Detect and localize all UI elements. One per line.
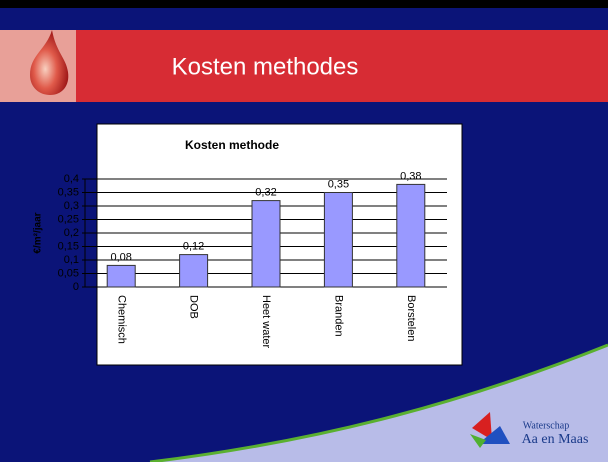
y-tick-label: 0,4 xyxy=(64,173,79,185)
swoosh-line xyxy=(149,343,608,462)
chart-title: Kosten methode xyxy=(185,138,279,152)
x-tick-label: Branden xyxy=(332,295,344,337)
header-band xyxy=(0,30,608,102)
y-tick-label: 0,3 xyxy=(64,200,79,212)
logo-text: Aa en Maas xyxy=(522,432,589,447)
value-label: 0,12 xyxy=(183,241,204,253)
drop-icon xyxy=(30,30,69,95)
value-label: 0,08 xyxy=(110,251,131,263)
top-bar xyxy=(0,0,608,8)
x-tick-label: Borstelen xyxy=(405,295,417,341)
logo-text: Waterschap xyxy=(523,420,569,431)
y-tick-label: 0,2 xyxy=(64,227,79,239)
y-axis-label: €/m²/jaar xyxy=(33,212,44,253)
value-label: 0,35 xyxy=(328,178,349,190)
bar xyxy=(106,264,136,288)
bar xyxy=(323,192,353,288)
x-tick-label: DOB xyxy=(188,295,200,319)
x-tick-label: Chemisch xyxy=(115,295,127,344)
y-tick-label: 0,1 xyxy=(64,254,79,266)
y-tick-label: 0,15 xyxy=(58,240,79,252)
bar xyxy=(396,183,426,288)
bar xyxy=(251,200,281,288)
x-tick-label: Heet water xyxy=(260,295,272,349)
logo-mark-red xyxy=(472,412,492,440)
header-title: Kosten methodes xyxy=(172,53,359,80)
value-label: 0,38 xyxy=(400,170,421,182)
y-tick-label: 0,25 xyxy=(58,213,79,225)
bar xyxy=(179,254,209,288)
y-tick-label: 0,35 xyxy=(58,186,79,198)
y-tick-label: 0,05 xyxy=(58,267,79,279)
logo-mark-green xyxy=(470,434,486,448)
logo-mark-blue xyxy=(478,426,510,444)
y-tick-label: 0 xyxy=(73,281,79,293)
value-label: 0,32 xyxy=(255,187,276,199)
